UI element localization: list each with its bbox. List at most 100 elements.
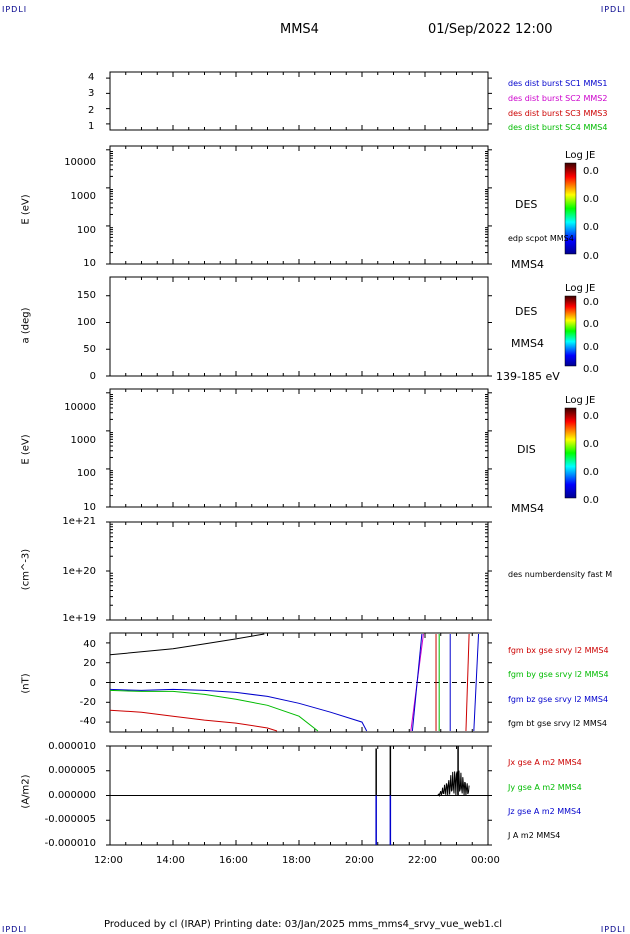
tick-label: 100: [76, 468, 96, 479]
corner-logo-tl: IPDLI: [2, 5, 28, 14]
colorbar-tick: 0.0: [583, 439, 599, 450]
datetime-title: 01/Sep/2022 12:00: [428, 22, 553, 37]
tick-label: 1e+21: [62, 516, 96, 527]
tick-label: 3: [88, 88, 95, 99]
legend-label: fgm by gse srvy l2 MMS4: [508, 670, 609, 679]
tick-label: 2: [88, 105, 95, 116]
panel-frame: [109, 71, 489, 131]
colorbar-tick: 0.0: [583, 222, 599, 233]
tick-label: 100: [76, 317, 96, 328]
series-line: [109, 688, 368, 732]
panel-name: DES: [515, 305, 538, 318]
footer-text: Produced by cl (IRAP) Printing date: 03/…: [104, 919, 503, 930]
ylabel-p6: (nT): [20, 673, 32, 694]
panel-frame: [109, 388, 489, 508]
legend-label: des dist burst SC2 MMS2: [508, 94, 608, 103]
legend-label: des dist burst SC1 MMS1: [508, 79, 608, 88]
panel-sublabel: des numberdensity fast M: [508, 570, 613, 579]
corner-logo-br: IPDLI: [600, 925, 626, 934]
panel-sublabel: 139-185 eV: [496, 370, 560, 383]
colorbar: [564, 295, 577, 367]
corner-logo-bl: IPDLI: [2, 925, 28, 934]
tick-label: 0: [89, 371, 96, 382]
legend-label: des dist burst SC4 MMS4: [508, 123, 608, 132]
legend-label: fgm bt gse srvy l2 MMS4: [508, 719, 607, 728]
series-line: [109, 633, 265, 656]
ylabel-p2: E (eV): [20, 194, 32, 225]
colorbar-tick: 0.0: [583, 166, 599, 177]
legend-label: Jy gse A m2 MMS4: [508, 783, 582, 792]
tick-label: -0.000005: [44, 814, 96, 825]
ylabel-p5: (cm^-3): [20, 548, 32, 591]
x-tick-label: 14:00: [156, 855, 185, 866]
series-line: [411, 633, 423, 732]
tick-label: 10000: [64, 402, 96, 413]
panel-name: DIS: [517, 443, 536, 456]
colorbar-title: Log JE: [565, 150, 596, 161]
series-line: [473, 633, 480, 732]
panel-frame: [109, 521, 489, 621]
tick-label: 150: [76, 290, 96, 301]
tick-label: -40: [79, 716, 96, 727]
colorbar: [564, 407, 577, 499]
x-tick-label: 20:00: [345, 855, 374, 866]
tick-label: 10000: [64, 157, 96, 168]
panel-frame: [109, 145, 489, 265]
series-line: [109, 709, 278, 732]
tick-label: 10: [83, 502, 96, 513]
ylabel-p3: a (deg): [20, 307, 32, 344]
colorbar-tick: 0.0: [583, 194, 599, 205]
tick-label: 1: [88, 121, 95, 132]
tick-label: 1000: [70, 191, 96, 202]
tick-label: 20: [83, 658, 96, 669]
legend-label: des dist burst SC3 MMS3: [508, 109, 608, 118]
corner-logo-tr: IPDLI: [600, 5, 626, 14]
spacecraft-title: MMS4: [280, 22, 319, 37]
tick-label: 10: [83, 258, 96, 269]
x-tick-label: 22:00: [408, 855, 437, 866]
colorbar-tick: 0.0: [583, 411, 599, 422]
tick-label: 1e+20: [62, 566, 96, 577]
colorbar-tick: 0.0: [583, 251, 599, 262]
colorbar-title: Log JE: [565, 395, 596, 406]
colorbar-tick: 0.0: [583, 319, 599, 330]
colorbar-tick: 0.0: [583, 467, 599, 478]
panel-sublabel: MMS4: [511, 258, 544, 271]
tick-label: 0.000000: [48, 790, 96, 801]
panel-sublabel: MMS4: [511, 502, 544, 515]
panel-name: DES: [515, 198, 538, 211]
tick-label: 0.000005: [48, 765, 96, 776]
panel-sublabel: edp scpot MMS4: [508, 234, 574, 243]
legend-label: J A m2 MMS4: [508, 831, 561, 840]
panel-sublabel: MMS4: [511, 337, 544, 350]
colorbar-tick: 0.0: [583, 495, 599, 506]
tick-label: 40: [83, 639, 96, 650]
tick-label: 4: [88, 72, 95, 83]
tick-label: 1000: [70, 435, 96, 446]
colorbar-tick: 0.0: [583, 364, 599, 375]
legend-label: fgm bz gse srvy l2 MMS4: [508, 695, 609, 704]
tick-label: -20: [79, 697, 96, 708]
ylabel-p4: E (eV): [20, 434, 32, 465]
current-burst-trace: [431, 770, 470, 798]
tick-label: 100: [76, 225, 96, 236]
x-tick-label: 00:00: [471, 855, 500, 866]
x-tick-label: 18:00: [282, 855, 311, 866]
colorbar: [564, 162, 577, 255]
x-tick-label: 16:00: [219, 855, 248, 866]
tick-label: -0.000010: [44, 838, 96, 849]
legend-label: fgm bx gse srvy l2 MMS4: [508, 646, 609, 655]
colorbar-tick: 0.0: [583, 297, 599, 308]
tick-label: 1e+19: [62, 613, 96, 624]
colorbar-title: Log JE: [565, 283, 596, 294]
tick-label: 0.000010: [48, 741, 96, 752]
tick-label: 50: [83, 344, 96, 355]
x-tick-label: 12:00: [94, 855, 123, 866]
series-line: [109, 689, 319, 732]
tick-label: 0: [89, 678, 96, 689]
panel-frame: [109, 276, 489, 377]
colorbar-tick: 0.0: [583, 342, 599, 353]
legend-label: Jx gse A m2 MMS4: [508, 758, 582, 767]
series-line: [465, 633, 470, 732]
